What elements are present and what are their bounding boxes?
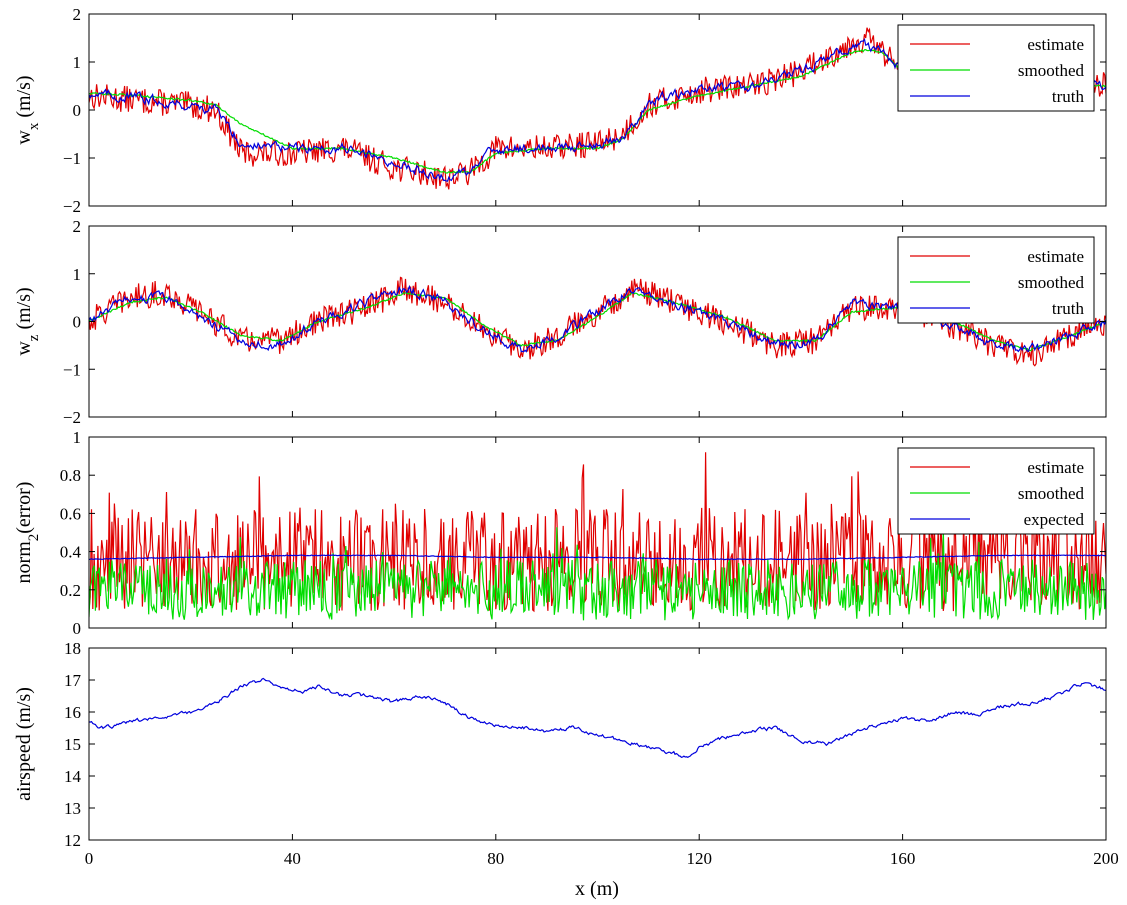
- x-tick-label: 160: [890, 849, 916, 868]
- y-axis-label: wz (m/s): [13, 287, 42, 355]
- y-tick-label: 0.6: [60, 504, 81, 523]
- legend-label-smoothed: smoothed: [1018, 484, 1085, 503]
- y-axis-label: wx (m/s): [13, 75, 42, 144]
- x-tick-label: 0: [85, 849, 94, 868]
- y-tick-label: 0: [73, 313, 82, 332]
- y-axis-label: airspeed (m/s): [13, 687, 35, 801]
- legend-label-estimate: estimate: [1027, 247, 1084, 266]
- panel-4: 12 13 14 15 16 17 18 0 40 80 120 160 200 airspeed (m/…: [13, 639, 1119, 868]
- y-tick-label: 0: [73, 101, 82, 120]
- legend-box: [897, 236, 1095, 324]
- y-tick-label: 0.2: [60, 581, 81, 600]
- y-tick-label: −2: [63, 197, 81, 216]
- y-tick-label: 14: [64, 767, 82, 786]
- y-tick-label: 15: [64, 735, 81, 754]
- y-tick-label: 2: [73, 5, 82, 24]
- series-estimate-line: [89, 452, 1106, 613]
- y-tick-label: 16: [64, 703, 81, 722]
- legend-box: [897, 24, 1095, 112]
- y-tick-label: −2: [63, 408, 81, 427]
- y-tick-label: 1: [73, 428, 82, 447]
- y-tick-label: 0.4: [60, 543, 82, 562]
- y-tick-label: 17: [64, 671, 82, 690]
- y-axis-label: norm2(error): [13, 482, 42, 584]
- legend-label-estimate: estimate: [1027, 35, 1084, 54]
- legend: estimate smoothed truth: [897, 236, 1095, 324]
- series-smoothed-line: [89, 527, 1106, 621]
- legend: estimate smoothed truth: [897, 24, 1095, 112]
- legend-label-smoothed: smoothed: [1018, 61, 1085, 80]
- x-tick-label: 120: [686, 849, 712, 868]
- panel-3: 0 0.2 0.4 0.6 0.8 1 norm2(error) estimate smooth…: [13, 428, 1107, 638]
- y-tick-label: 0: [73, 619, 82, 638]
- legend-box: [897, 447, 1095, 535]
- legend-label-expected: expected: [1024, 510, 1085, 529]
- panel-2: −2 −1 0 1 2 wz (m/s) estimate smoothed truth: [13, 217, 1107, 427]
- series-airspeed-line: [89, 677, 1106, 758]
- series-expected-line: [89, 554, 1106, 561]
- y-tick-label: 1: [73, 53, 82, 72]
- y-tick-label: 13: [64, 799, 81, 818]
- legend-label-truth: truth: [1052, 299, 1085, 318]
- legend-label-estimate: estimate: [1027, 458, 1084, 477]
- y-tick-label: 0.8: [60, 466, 81, 485]
- y-tick-label: 18: [64, 639, 81, 658]
- x-tick-label: 200: [1093, 849, 1119, 868]
- axes-box: [88, 647, 1107, 841]
- x-axis-label: x (m): [575, 878, 619, 900]
- x-tick-label: 40: [284, 849, 301, 868]
- y-tick-label: 2: [73, 217, 82, 236]
- legend-label-truth: truth: [1052, 87, 1085, 106]
- legend: estimate smoothed expected: [897, 447, 1095, 535]
- legend-label-smoothed: smoothed: [1018, 273, 1085, 292]
- y-tick-label: 1: [73, 265, 82, 284]
- y-tick-label: −1: [63, 360, 81, 379]
- x-tick-label: 80: [487, 849, 504, 868]
- y-tick-label: −1: [63, 149, 81, 168]
- y-tick-label: 12: [64, 831, 81, 850]
- axes-box: [88, 436, 1107, 629]
- panel-1: −2 −1 0 1 2 wx (m/s) estimate smoothed truth: [13, 5, 1107, 216]
